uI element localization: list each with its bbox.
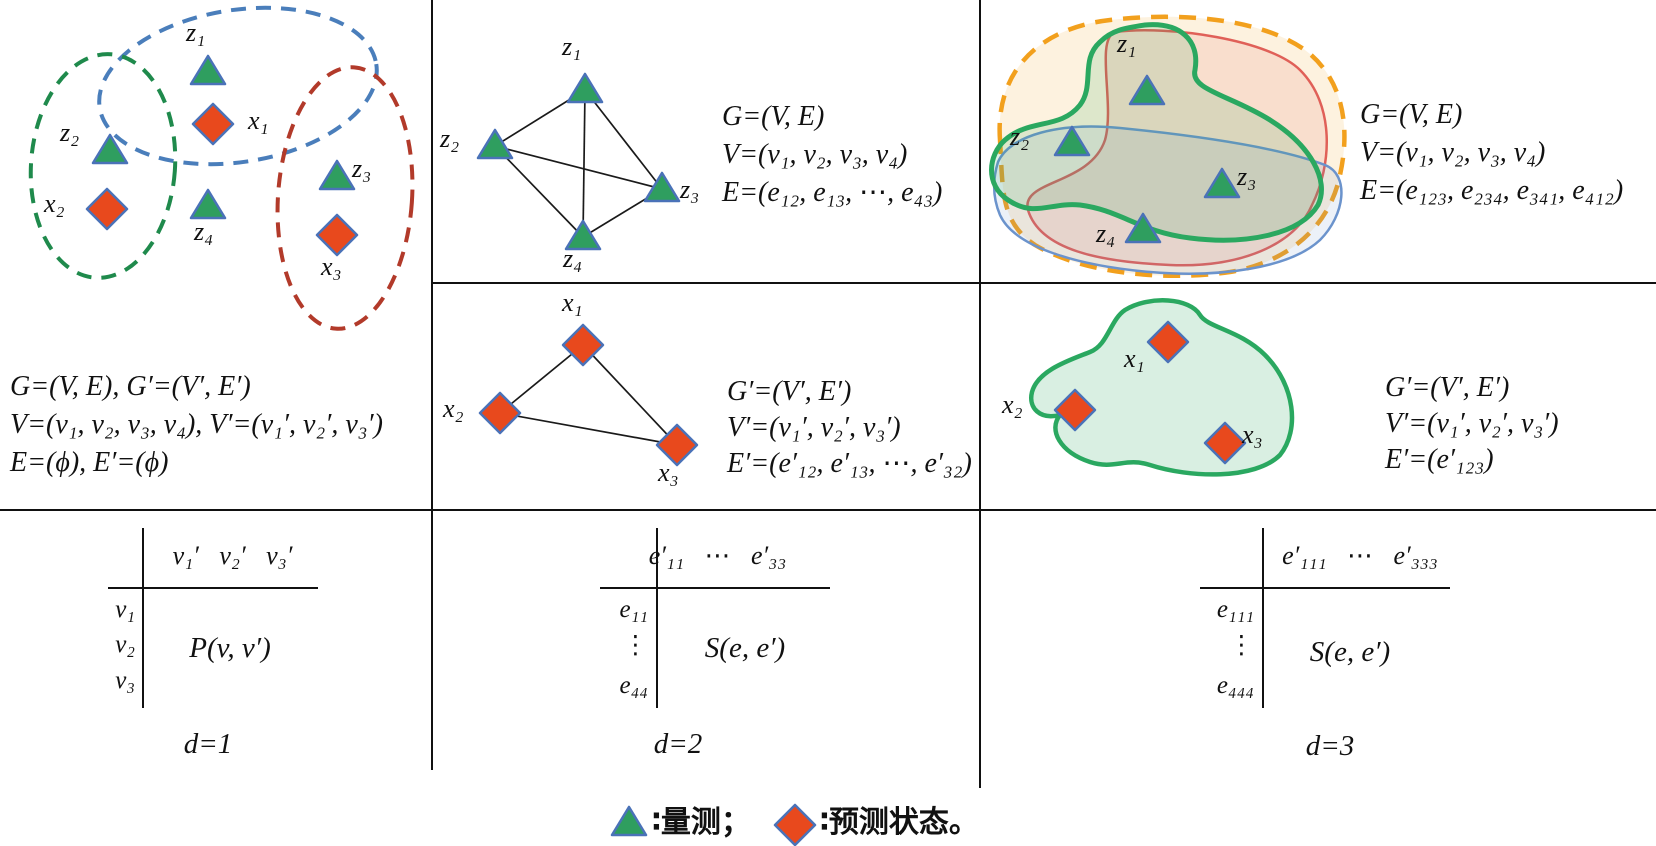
matrix2-body: S(e, e′) (704, 632, 786, 664)
hyperedge-red-e341 (1026, 29, 1329, 267)
edge-x1-x3 (582, 344, 678, 446)
node-label-x1: x₁ (1124, 344, 1145, 373)
measurement-triangle-icon (610, 805, 648, 837)
prediction-diamond-icon (773, 803, 817, 846)
hyperedge-blobs (989, 14, 1347, 477)
node-label-z4: z₄ (563, 244, 583, 273)
d3-caption: d=3 (1305, 730, 1355, 762)
measurement-node-z4 (189, 188, 227, 220)
measurement-node-z1 (189, 54, 227, 86)
legend-prediction-label: ∶预测状态。 (820, 805, 979, 840)
prediction-node-x2 (478, 391, 522, 435)
formula-line: E=(e₁₂, e₁₃, ⋯, e₄₃) (722, 177, 943, 208)
node-label-x2: x₂ (1002, 390, 1023, 419)
node-label-z3: z₃ (680, 175, 700, 204)
edge-z2-z4 (494, 145, 584, 238)
node-label-z4: z₄ (194, 217, 214, 246)
node-label-x3: x₃ (321, 252, 342, 281)
node-label-x2: x₂ (44, 189, 65, 218)
matrix2-row-header: e₄₄ (619, 672, 648, 699)
node-label-z3: z₃ (1237, 162, 1257, 191)
cluster-ellipse-blue (97, 5, 379, 167)
formula-line: G′=(V′, E′) (1385, 372, 1510, 403)
node-label-x2: x₂ (443, 394, 464, 423)
prediction-node-x3 (315, 213, 359, 257)
grid-lines (0, 0, 1656, 788)
prediction-node-x2 (85, 187, 129, 231)
node-label-x1: x₁ (562, 288, 583, 317)
node-label-z1: z₁ (562, 32, 582, 61)
formula-line: G=(V, E) (722, 101, 825, 132)
matrix3-row-header: e₁₁₁ (1216, 596, 1254, 623)
matrix3-row-header: ⋮ (1229, 632, 1254, 659)
matrix-rules (108, 528, 1450, 708)
edge-z1-z3 (584, 89, 663, 190)
matrix3-col-header: e′₁₁₁ ⋯ e′₃₃₃ (1282, 541, 1438, 570)
formula-line: G=(V, E) (1360, 99, 1463, 130)
matrix1-row-header: v₁ (115, 596, 135, 623)
edge-z2-z3 (494, 145, 663, 190)
formula-line: V′=(v₁′, v₂′, v₃′) (727, 412, 901, 443)
matrix1-col-header: v₁′ v₂′ v₃′ (172, 541, 293, 570)
matrix1-row-header: v₃ (115, 667, 135, 694)
formula-line: G=(V, E), G′=(V′, E′) (10, 371, 251, 402)
legend-measurement-label: ∶量测； (652, 805, 751, 840)
matrix3-body: S(e, e′) (1309, 636, 1391, 668)
formula-line: G′=(V′, E′) (727, 376, 852, 407)
x-graph-edges (499, 344, 678, 446)
d2-caption: d=2 (653, 728, 703, 760)
d2-z-formula-block: G=(V, E) V=(v₁, v₂, v₃, v₄) E=(e₁₂, e₁₃,… (722, 98, 942, 212)
edge-x2-x3 (499, 412, 678, 446)
measurement-node-z3 (643, 171, 681, 203)
node-label-x1: x₁ (248, 106, 269, 135)
cluster-ellipse-red (275, 65, 415, 331)
formula-line: V=(v₁, v₂, v₃, v₄), V′=(v₁′, v₂′, v₃′) (10, 409, 383, 440)
formula-line: E=(ϕ), E′=(ϕ) (10, 447, 169, 478)
matrix2-row-header: ⋮ (623, 632, 648, 659)
formula-line: V=(v₁, v₂, v₃, v₄) (1360, 137, 1546, 168)
node-label-x3: x₃ (1242, 420, 1263, 449)
node-label-z1: z₁ (186, 18, 206, 47)
measurement-node-z3 (318, 159, 356, 191)
formula-line: E=(e₁₂₃, e₂₃₄, e₃₄₁, e₄₁₂) (1360, 175, 1624, 206)
formula-line: V=(v₁, v₂, v₃, v₄) (722, 139, 908, 170)
measurement-node-z2 (476, 128, 514, 160)
node-label-z2: z₂ (1010, 122, 1030, 151)
matrix1-body: P(v, v′) (189, 632, 271, 664)
node-label-z2: z₂ (60, 118, 80, 147)
z-graph-edges (494, 89, 663, 238)
cluster-ellipses (28, 5, 415, 331)
node-label-z2: z₂ (440, 124, 460, 153)
d3-x-formula-block: G′=(V′, E′) V′=(v₁′, v₂′, v₃′) E′=(e′₁₂₃… (1385, 370, 1559, 478)
d3-z-formula-block: G=(V, E) V=(v₁, v₂, v₃, v₄) E=(e₁₂₃, e₂₃… (1360, 96, 1623, 210)
formula-line: V′=(v₁′, v₂′, v₃′) (1385, 408, 1559, 439)
node-label-z4: z₄ (1096, 219, 1116, 248)
d1-formula-block: G=(V, E), G′=(V′, E′) V=(v₁, v₂, v₃, v₄)… (10, 368, 383, 482)
matrix1-row-header: v₂ (115, 631, 135, 658)
matrix3-row-header: e₄₄₄ (1216, 672, 1254, 699)
node-label-z3: z₃ (352, 154, 372, 183)
prediction-node-x1 (191, 102, 235, 146)
measurement-node-z1 (566, 72, 604, 104)
edge-x1-x2 (499, 344, 584, 414)
d1-caption: d=1 (183, 728, 233, 760)
node-label-z1: z₁ (1117, 29, 1137, 58)
hyperedge-green-e123 (989, 22, 1324, 243)
formula-line: E′=(e′₁₂₃) (1385, 444, 1494, 475)
matrix2-col-header: e′₁₁ ⋯ e′₃₃ (648, 541, 787, 570)
d2-x-formula-block: G′=(V′, E′) V′=(v₁′, v₂′, v₃′) E′=(e′₁₂,… (727, 374, 972, 482)
node-label-x3: x₃ (658, 458, 679, 487)
formula-line: E′=(e′₁₂, e′₁₃, ⋯, e′₃₂) (727, 448, 972, 479)
edge-z1-z4 (582, 89, 586, 238)
cluster-ellipse-green (28, 52, 178, 280)
matrix2-row-header: e₁₁ (619, 596, 648, 623)
